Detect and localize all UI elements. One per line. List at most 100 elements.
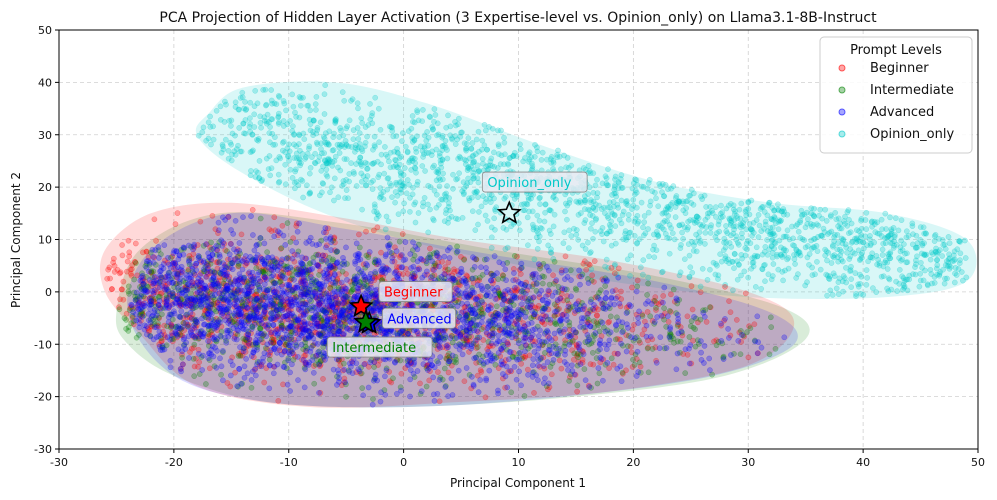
scatter-point (415, 210, 422, 216)
scatter-point (873, 289, 880, 295)
scatter-point (556, 357, 563, 364)
scatter-point (586, 384, 593, 390)
scatter-point (516, 227, 523, 234)
scatter-point (625, 211, 632, 218)
scatter-point (835, 291, 842, 298)
scatter-point (436, 263, 442, 270)
scatter-point (317, 119, 324, 126)
scatter-point (534, 148, 541, 155)
scatter-point (266, 226, 273, 233)
scatter-point (615, 204, 622, 211)
scatter-point (475, 221, 481, 228)
scatter-point (433, 191, 440, 198)
scatter-point (759, 266, 766, 272)
scatter-point (331, 158, 338, 164)
scatter-point (448, 375, 455, 382)
scatter-point (849, 249, 856, 256)
scatter-point (372, 94, 379, 101)
scatter-point (518, 201, 525, 208)
scatter-point (919, 264, 925, 271)
scatter-point (843, 264, 849, 271)
scatter-point (823, 248, 830, 255)
scatter-point (492, 208, 499, 214)
scatter-point (613, 193, 620, 200)
scatter-point (358, 115, 365, 122)
scatter-point (356, 231, 362, 238)
scatter-point (263, 120, 270, 127)
scatter-point (602, 210, 608, 216)
scatter-point (248, 168, 254, 174)
scatter-point (417, 380, 423, 387)
scatter-point (676, 198, 682, 204)
scatter-point (444, 147, 450, 153)
scatter-point (859, 255, 865, 261)
density-region-intermediate (115, 212, 810, 408)
scatter-point (920, 277, 927, 284)
scatter-point (603, 256, 610, 263)
scatter-point (888, 228, 895, 235)
scatter-point (934, 262, 941, 268)
scatter-point (520, 158, 527, 165)
scatter-point (645, 280, 651, 287)
scatter-point (322, 82, 329, 89)
scatter-point (703, 204, 709, 210)
scatter-point (539, 280, 546, 287)
scatter-point (572, 285, 579, 292)
scatter-point (581, 206, 588, 212)
scatter-point (275, 171, 282, 178)
scatter-point (482, 212, 489, 219)
scatter-point (656, 223, 663, 229)
scatter-point (455, 216, 461, 223)
scatter-point (722, 283, 728, 290)
scatter-point (377, 126, 384, 133)
scatter-point (382, 226, 389, 233)
scatter-point (348, 97, 354, 104)
scatter-point (790, 242, 796, 248)
scatter-point (587, 197, 594, 203)
scatter-point (730, 206, 737, 213)
scatter-point (750, 219, 757, 226)
scatter-point (626, 230, 633, 236)
scatter-point (421, 194, 428, 201)
scatter-point (666, 308, 673, 314)
scatter-point (903, 259, 910, 266)
scatter-point (225, 147, 232, 154)
scatter-point (469, 194, 475, 201)
scatter-point (599, 231, 605, 237)
scatter-point (759, 204, 765, 211)
scatter-point (487, 195, 493, 202)
scatter-point (252, 87, 259, 94)
scatter-point (580, 351, 587, 358)
scatter-point (281, 100, 288, 107)
scatter-point (400, 208, 407, 215)
scatter-point (847, 246, 854, 252)
scatter-point (464, 283, 470, 290)
scatter-point (487, 162, 494, 169)
scatter-point (655, 223, 661, 229)
scatter-point (251, 103, 258, 110)
scatter-point (869, 255, 876, 261)
scatter-point (828, 260, 835, 266)
scatter-point (707, 224, 714, 231)
scatter-point (904, 276, 910, 283)
scatter-point (823, 271, 830, 278)
scatter-point (534, 144, 540, 151)
scatter-point (384, 175, 391, 182)
scatter-point (581, 366, 588, 372)
scatter-point (762, 218, 769, 225)
scatter-point (766, 351, 773, 358)
scatter-point (369, 401, 376, 408)
scatter-point (622, 228, 629, 234)
scatter-point (537, 194, 543, 201)
scatter-point (605, 166, 611, 173)
scatter-point (345, 195, 351, 202)
scatter-point (530, 226, 537, 233)
scatter-point (767, 314, 774, 321)
scatter-point (444, 183, 450, 189)
scatter-point (222, 98, 228, 105)
scatter-point (769, 224, 776, 231)
scatter-point (439, 134, 445, 141)
scatter-point (962, 255, 969, 261)
scatter-point (670, 183, 677, 189)
scatter-point (568, 233, 575, 239)
